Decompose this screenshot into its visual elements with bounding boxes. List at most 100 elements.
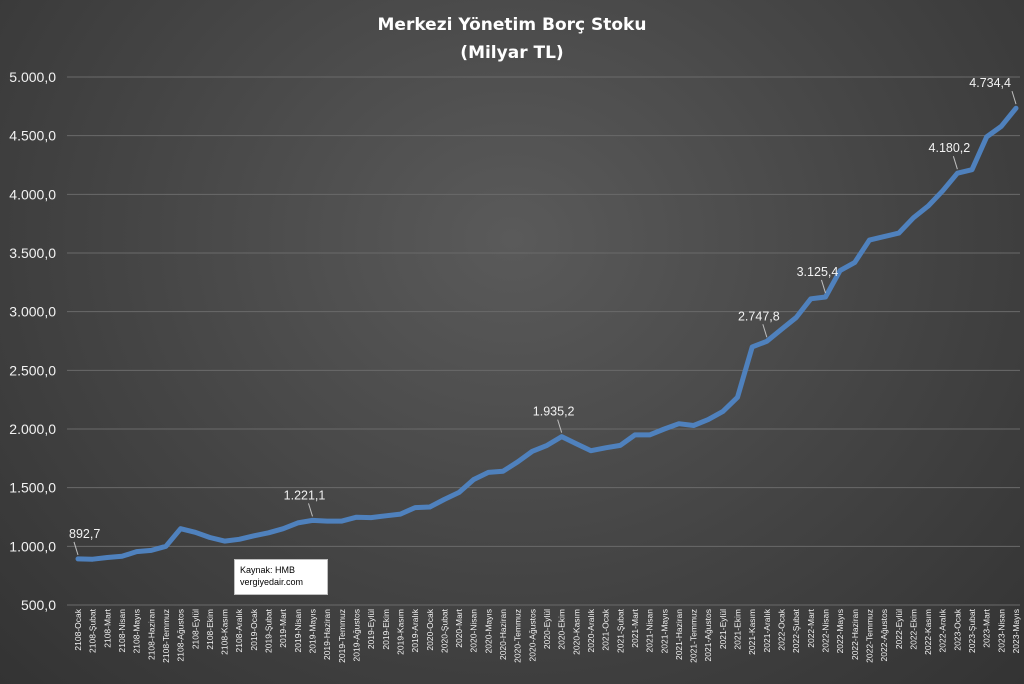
x-tick-label: 2108-Eylül <box>190 609 200 649</box>
x-tick-label: 2019-Mart <box>278 608 288 647</box>
x-tick-label: 2022-Mart <box>806 608 816 647</box>
x-tick-label: 2019-Nisan <box>293 609 303 653</box>
x-tick-label: 2021-Ağustos <box>703 609 713 661</box>
x-tick-label: 2022-Nisan <box>820 609 830 653</box>
x-tick-label: 2108-Temmuz <box>161 609 171 663</box>
x-tick-label: 2023-Ocak <box>952 608 962 650</box>
x-tick-label: 2020-Ekim <box>557 609 567 650</box>
x-tick-label: 2021-Temmuz <box>689 609 699 663</box>
x-tick-label: 2022-Mayıs <box>835 609 845 653</box>
x-tick-label: 2023-Şubat <box>967 608 977 653</box>
x-tick-label: 2019-Ekim <box>381 609 391 650</box>
x-tick-label: 2021-Aralık <box>762 608 772 652</box>
x-tick-label: 2022-Kasım <box>923 609 933 655</box>
data-label: 3.125,4 <box>797 265 839 279</box>
x-tick-label: 2021-Kasım <box>747 609 757 655</box>
data-label: 4.734,4 <box>969 76 1011 90</box>
source-line-1: Kaynak: HMB <box>240 565 296 575</box>
y-tick-label: 3.000,0 <box>9 304 56 320</box>
data-label-leader <box>557 419 563 433</box>
x-tick-label: 2019-Ağustos <box>351 609 361 661</box>
data-labels: 892,7 1.221,1 1.935,2 2.747,8 3.125,4 4.180,2… <box>69 76 1017 556</box>
x-tick-label: 2022-Haziran <box>850 609 860 660</box>
x-tick-label: 2022-Şubat <box>791 608 801 653</box>
x-tick-label: 2108-Ekim <box>205 609 215 650</box>
x-tick-label: 2108-Şubat <box>88 608 98 653</box>
x-tick-label: 2022-Temmuz <box>864 609 874 663</box>
x-tick-label: 2019-Ocak <box>249 608 259 650</box>
x-tick-label: 2022-Aralık <box>938 608 948 652</box>
x-tick-label: 2108-Mart <box>102 608 112 647</box>
x-tick-label: 2022-Ocak <box>777 608 787 650</box>
series-line <box>75 105 1019 562</box>
x-tick-label: 2019-Şubat <box>264 608 274 653</box>
x-tick-label: 2022-Ekim <box>908 609 918 650</box>
data-label-leader <box>762 324 768 338</box>
data-label: 892,7 <box>69 527 100 541</box>
x-tick-label: 2021-Mart <box>630 608 640 647</box>
y-tick-label: 3.500,0 <box>9 245 56 261</box>
x-tick-label: 2021-Ocak <box>601 608 611 650</box>
x-tick-label: 2021-Şubat <box>615 608 625 653</box>
y-tick-label: 4.000,0 <box>9 186 56 202</box>
x-tick-label: 2020-Nisan <box>469 609 479 653</box>
data-label-leader <box>1011 91 1017 105</box>
chart-subtitle: (Milyar TL) <box>460 43 563 63</box>
data-label-leader <box>952 156 958 170</box>
data-label-leader <box>820 279 826 294</box>
chart-title: Merkezi Yönetim Borç Stoku <box>378 15 647 35</box>
data-label: 4.180,2 <box>929 141 971 155</box>
x-tick-label: 2023-Nisan <box>996 609 1006 653</box>
data-label: 1.935,2 <box>533 405 575 419</box>
x-tick-label: 2019-Haziran <box>322 609 332 660</box>
x-tick-label: 2021-Mayıs <box>659 609 669 653</box>
source-line-2: vergiyedair.com <box>240 577 304 587</box>
x-tick-label: 2019-Eylül <box>366 609 376 649</box>
y-tick-label: 1.000,0 <box>9 538 56 554</box>
x-tick-label: 2019-Temmuz <box>337 609 347 663</box>
x-tick-label: 2108-Mayıs <box>132 609 142 653</box>
gridlines <box>67 76 1020 606</box>
x-axis-ticks: 2108-Ocak 2108-Şubat 2108-Mart 2108-Nisan 21… <box>73 608 1021 663</box>
x-tick-label: 2020-Şubat <box>439 608 449 653</box>
y-tick-label: 2.500,0 <box>9 362 56 378</box>
x-tick-label: 2108-Kasım <box>220 609 230 655</box>
x-tick-label: 2023-Mart <box>982 608 992 647</box>
x-tick-label: 2021-Haziran <box>674 609 684 660</box>
x-tick-label: 2022-Eylül <box>894 609 904 649</box>
source-annotation-box: Kaynak: HMB vergiyedair.com <box>234 559 328 595</box>
data-label-leader <box>308 503 313 517</box>
y-tick-label: 500,0 <box>21 597 56 613</box>
data-label: 2.747,8 <box>738 309 780 323</box>
y-tick-label: 1.500,0 <box>9 480 56 496</box>
x-tick-label: 2020-Mart <box>454 608 464 647</box>
y-tick-label: 5.000,0 <box>9 69 56 85</box>
x-tick-label: 2108-Aralık <box>234 608 244 652</box>
x-tick-label: 2020-Ağustos <box>527 609 537 661</box>
x-tick-label: 2019-Aralık <box>410 608 420 652</box>
x-tick-label: 2020-Haziran <box>498 609 508 660</box>
x-tick-label: 2021-Eylül <box>718 609 728 649</box>
x-tick-label: 2108-Nisan <box>117 609 127 653</box>
x-tick-label: 2022-Ağustos <box>879 609 889 661</box>
x-tick-label: 2108-Ocak <box>73 608 83 650</box>
x-tick-label: 2108-Haziran <box>146 609 156 660</box>
series-line-layer <box>75 105 1019 562</box>
x-tick-label: 2020-Ocak <box>425 608 435 650</box>
data-label: 1.221,1 <box>284 488 326 502</box>
y-axis-ticks: 500,0 1.000,0 1.500,0 2.000,0 2.500,0 3.000,0… <box>9 69 56 613</box>
x-tick-label: 2021-Ekim <box>733 609 743 650</box>
y-tick-label: 4.500,0 <box>9 128 56 144</box>
x-tick-label: 2023-Mayıs <box>1011 609 1021 653</box>
x-tick-label: 2020-Kasım <box>571 609 581 655</box>
x-tick-label: 2019-Kasım <box>395 609 405 655</box>
x-tick-label: 2020-Temmuz <box>513 609 523 663</box>
x-tick-label: 2021-Nisan <box>645 609 655 653</box>
x-tick-label: 2019-Mayıs <box>308 609 318 653</box>
x-tick-label: 2108-Ağustos <box>176 609 186 661</box>
data-label-leader <box>73 541 79 556</box>
x-tick-label: 2020-Aralık <box>586 608 596 652</box>
x-tick-label: 2020-Eylül <box>542 609 552 649</box>
